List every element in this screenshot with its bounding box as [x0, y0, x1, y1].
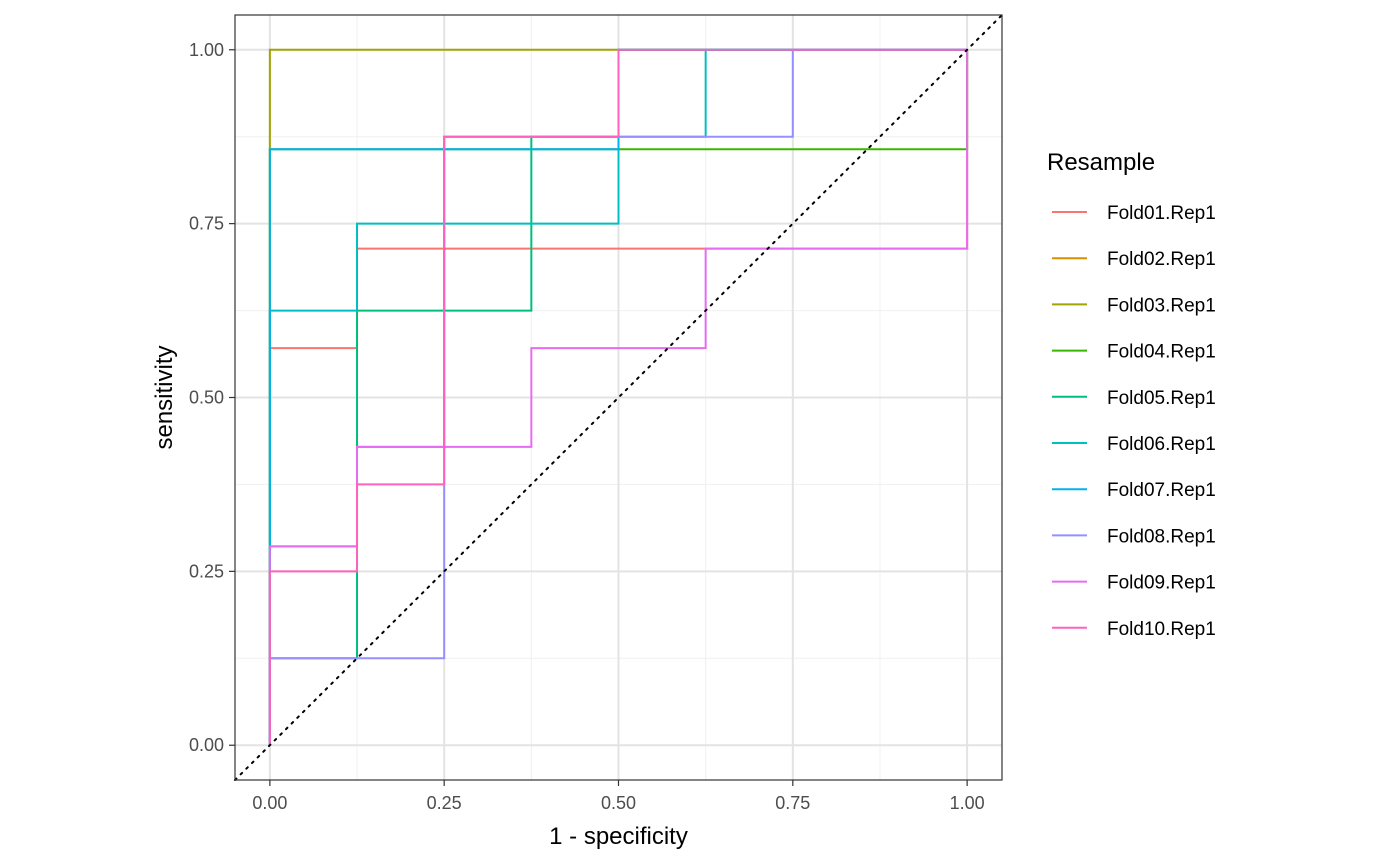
series-line-fold10-rep1	[268, 48, 968, 746]
legend-label-fold10-rep1: Fold10.Rep1	[1107, 619, 1216, 640]
legend-label-fold03-rep1: Fold03.Rep1	[1107, 295, 1216, 316]
y-tick-label: 1.00	[189, 40, 224, 60]
series-line-fold09-rep1	[268, 49, 969, 746]
legend-label-fold09-rep1: Fold09.Rep1	[1107, 573, 1216, 594]
legend-label-fold06-rep1: Fold06.Rep1	[1107, 434, 1216, 455]
legend-label-fold08-rep1: Fold08.Rep1	[1107, 526, 1216, 547]
x-tick-label: 0.00	[252, 793, 287, 813]
x-axis: 0.00 0.25 0.50 0.75 1.00	[252, 780, 985, 813]
x-axis-title: 1 - specificity	[549, 823, 688, 850]
x-tick-label: 1.00	[950, 793, 985, 813]
x-tick-label: 0.50	[601, 793, 636, 813]
legend-label-fold04-rep1: Fold04.Rep1	[1107, 342, 1216, 363]
y-axis-title: sensitivity	[151, 345, 178, 449]
y-tick-label: 0.25	[189, 561, 224, 581]
legend-title: Resample	[1047, 149, 1155, 176]
y-tick-label: 0.00	[189, 735, 224, 755]
x-tick-label: 0.25	[427, 793, 462, 813]
legend: Resample Fold01.Rep1 Fold02.Rep1 Fold03.Re…	[1047, 149, 1216, 640]
y-axis: 0.00 0.25 0.50 0.75 1.00	[189, 40, 235, 755]
series-layer	[268, 48, 969, 746]
x-tick-label: 0.75	[775, 793, 810, 813]
y-tick-label: 0.50	[189, 388, 224, 408]
legend-label-fold05-rep1: Fold05.Rep1	[1107, 388, 1216, 409]
legend-label-fold01-rep1: Fold01.Rep1	[1107, 203, 1216, 224]
series-line-fold06-rep1	[268, 48, 968, 746]
y-tick-label: 0.75	[189, 214, 224, 234]
legend-label-fold02-rep1: Fold02.Rep1	[1107, 249, 1216, 270]
legend-label-fold07-rep1: Fold07.Rep1	[1107, 480, 1216, 501]
